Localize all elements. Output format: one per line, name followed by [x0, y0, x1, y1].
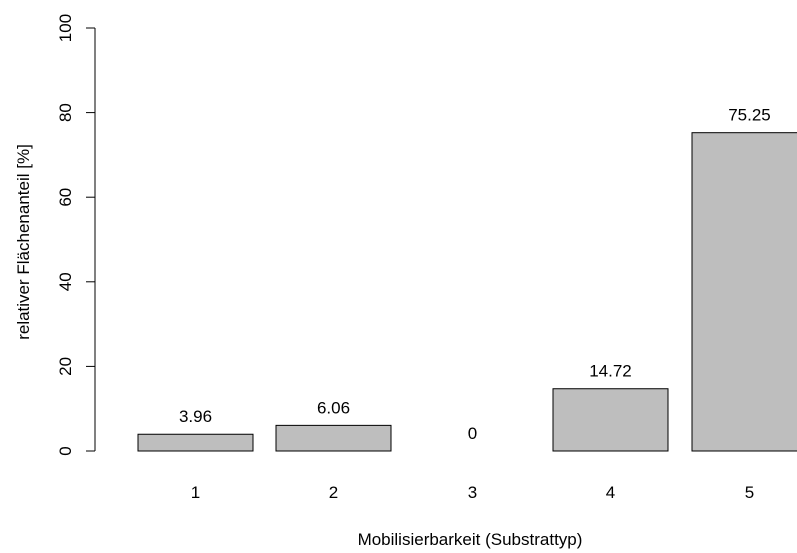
y-tick-label: 20 [56, 357, 75, 376]
bar-2 [275, 424, 392, 452]
x-tick-label: 3 [468, 483, 477, 502]
y-axis-title: relativer Flächenanteil [%] [14, 144, 33, 340]
x-tick-labels: 1 2 3 4 5 [191, 483, 754, 502]
bars [137, 132, 797, 452]
bar-value-labels: 3.96 6.06 0 14.72 75.25 [179, 106, 771, 443]
x-tick-label: 1 [191, 483, 200, 502]
x-axis-title: Mobilisierbarkeit (Substrattyp) [358, 530, 583, 549]
bar-value-label: 3.96 [179, 407, 212, 426]
bar-value-label: 0 [468, 424, 477, 443]
y-axis: 0 20 40 60 80 100 [56, 14, 96, 456]
bar-value-label: 14.72 [589, 362, 632, 381]
bar-1 [137, 433, 254, 452]
y-tick-label: 60 [56, 188, 75, 207]
x-tick-label: 5 [745, 483, 754, 502]
bar-4 [552, 388, 669, 452]
y-tick-label: 0 [56, 446, 75, 455]
x-tick-label: 4 [606, 483, 615, 502]
y-tick-label: 100 [56, 14, 75, 42]
bar-value-label: 6.06 [317, 398, 350, 417]
x-tick-label: 2 [329, 483, 338, 502]
y-tick-label: 40 [56, 272, 75, 291]
y-tick-label: 80 [56, 103, 75, 122]
bar-value-label: 75.25 [728, 106, 771, 125]
bar-5 [691, 132, 797, 452]
